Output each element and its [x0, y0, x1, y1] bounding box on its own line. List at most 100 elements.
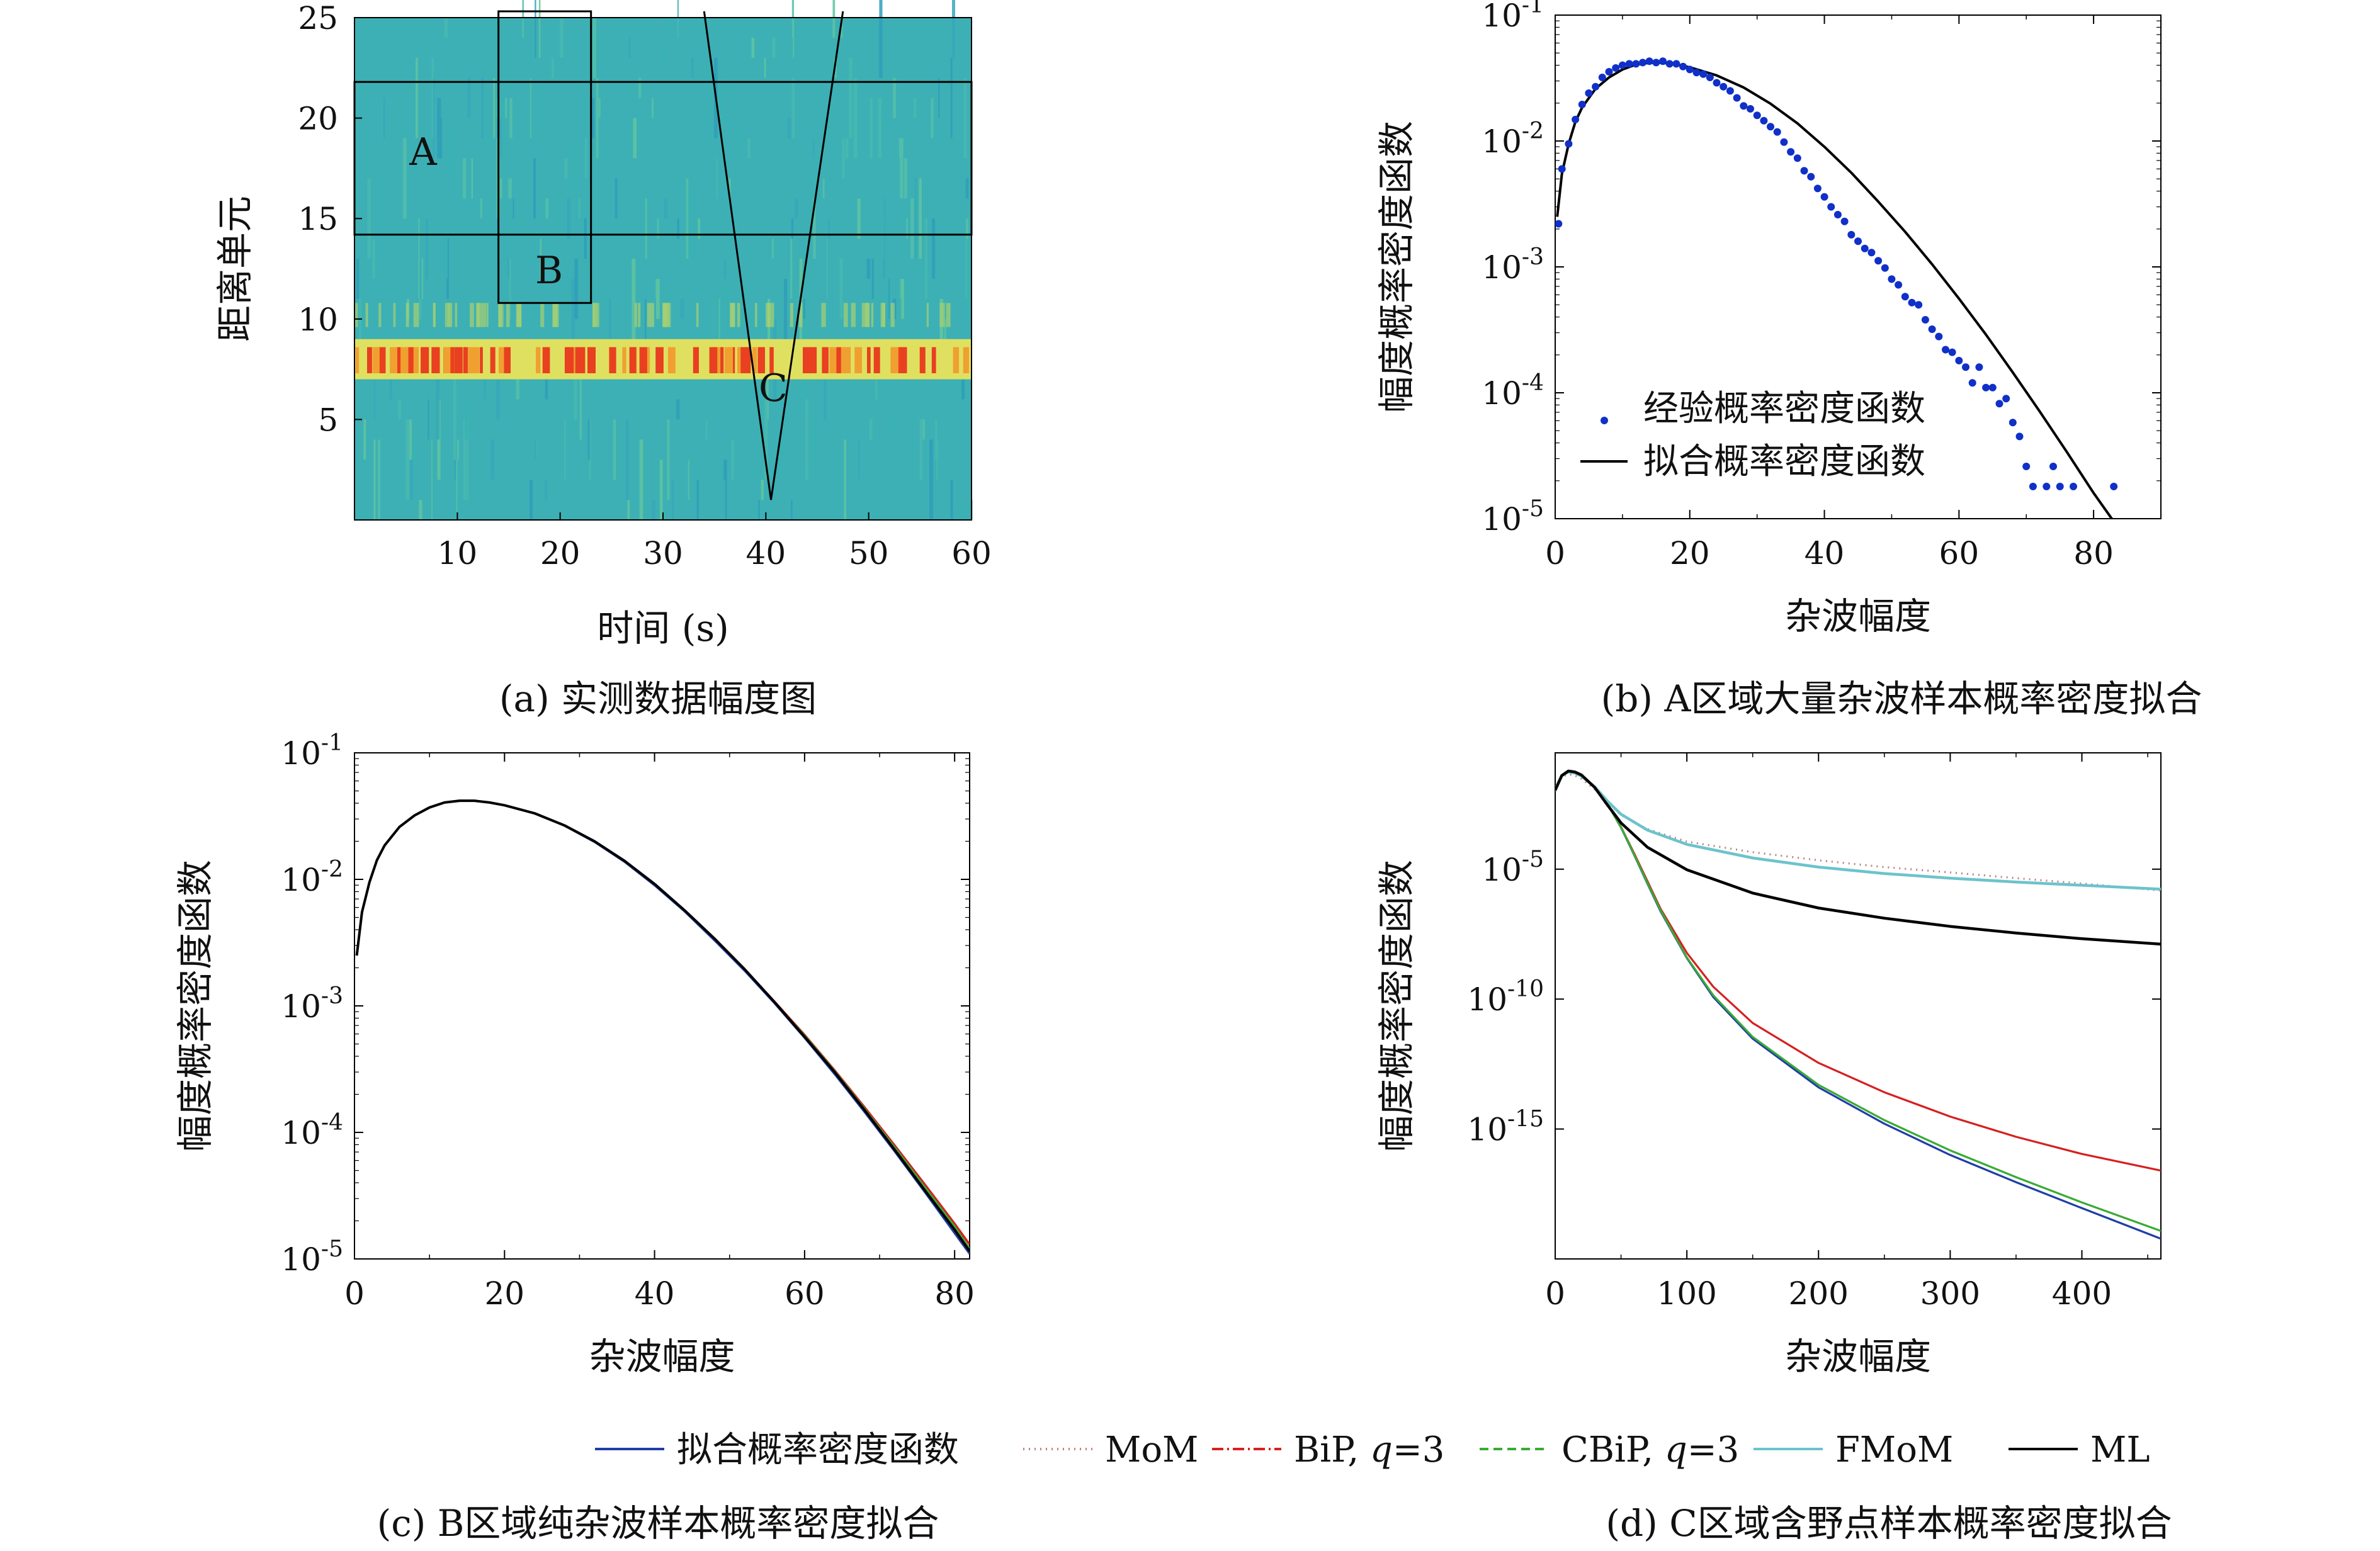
- heatmap-cell: [564, 419, 566, 480]
- heatmap-cell: [897, 298, 898, 319]
- heatmap-cell: [893, 419, 898, 440]
- heatmap-cell: [746, 359, 749, 440]
- heatmap-cell: [584, 138, 587, 179]
- heatmap-cell: [958, 500, 961, 520]
- heatmap-cell: [377, 439, 380, 520]
- band-cell: [499, 347, 506, 373]
- heatmap-cell: [922, 419, 926, 440]
- region-label-B: B: [535, 249, 563, 293]
- heatmap-cell: [509, 259, 511, 319]
- legend-label-4: FMoM: [1835, 1430, 1953, 1470]
- heatmap-cell: [437, 98, 441, 159]
- heatmap-cell: [535, 439, 537, 460]
- empirical-point: [1813, 184, 1822, 193]
- heatmap-cell: [751, 37, 755, 58]
- band-cell: [467, 347, 475, 373]
- heatmap-cell: [589, 419, 591, 480]
- heatmap-cell: [436, 359, 440, 440]
- heatmap-cell: [490, 439, 494, 480]
- empirical-point: [1612, 64, 1620, 72]
- empirical-point: [1747, 104, 1754, 113]
- band-halo-cell: [821, 303, 826, 327]
- heatmap-cell: [389, 359, 392, 400]
- heatmap-cell: [839, 259, 843, 319]
- empirical-point: [1699, 70, 1708, 78]
- heatmap-cell: [882, 198, 885, 259]
- band-cell: [564, 347, 569, 373]
- heatmap-cell: [805, 399, 808, 480]
- x-tick-label: 20: [540, 535, 581, 572]
- heatmap-cell: [493, 77, 496, 138]
- band-cell: [645, 347, 650, 373]
- heatmap-cell: [615, 178, 618, 219]
- empirical-point: [1942, 346, 1949, 354]
- empirical-point: [1988, 383, 1997, 392]
- heatmap-cell: [538, 0, 541, 58]
- heatmap-cell: [559, 18, 564, 58]
- heatmap-cell: [571, 278, 575, 359]
- empirical-point: [1861, 244, 1869, 252]
- band-halo-cell: [499, 303, 502, 327]
- plot-area: [355, 799, 970, 1255]
- x-tick-label: 40: [746, 535, 786, 572]
- heatmap-cell: [758, 359, 762, 440]
- region-label-A: A: [409, 130, 437, 174]
- heatmap-cell: [857, 198, 861, 239]
- heatmap-cell: [662, 18, 665, 78]
- heatmap-cell: [780, 419, 783, 480]
- heatmap-cell: [566, 278, 569, 339]
- empirical-point: [2110, 482, 2118, 490]
- x-tick-label: 0: [344, 1275, 365, 1312]
- band-cell: [579, 347, 586, 373]
- heatmap-cell: [645, 198, 647, 259]
- empirical-point: [1867, 249, 1876, 257]
- band-halo-cell: [486, 303, 489, 327]
- heatmap-cell: [791, 218, 793, 239]
- heatmap-cell: [579, 359, 582, 440]
- heatmap-cell: [832, 0, 836, 38]
- empirical-point: [1686, 65, 1694, 74]
- heatmap-cell: [664, 198, 667, 219]
- band-cell: [536, 347, 541, 373]
- heatmap-cell: [686, 178, 689, 259]
- heatmap-cell: [791, 500, 793, 520]
- heatmap-cell: [626, 419, 629, 500]
- heatmap-cell: [505, 98, 507, 118]
- heatmap-cell: [885, 98, 887, 118]
- band-halo-cell: [851, 303, 856, 327]
- band-halo-cell: [768, 303, 774, 327]
- legend-label-0: 拟合概率密度函数: [677, 1430, 959, 1470]
- heatmap-cell: [421, 259, 423, 299]
- empirical-point: [1847, 230, 1856, 239]
- empirical-point: [1915, 301, 1923, 309]
- band-halo-cell: [926, 303, 929, 327]
- empirical-point: [1720, 82, 1728, 91]
- heatmap-cell: [440, 419, 443, 440]
- heatmap-cell: [574, 379, 577, 420]
- empirical-point: [1975, 363, 1983, 371]
- heatmap-cell: [463, 419, 467, 500]
- heatmap-cell: [791, 77, 795, 138]
- heatmap-cell: [540, 239, 541, 279]
- heatmap-cell: [787, 118, 791, 138]
- heatmap-cell: [869, 419, 873, 440]
- band-cell: [629, 347, 637, 373]
- heatmap-cell: [900, 138, 904, 199]
- heatmap-cell: [480, 198, 482, 219]
- band-halo-cell: [405, 303, 409, 327]
- heatmap-cell: [950, 480, 953, 520]
- y-tick-label: 25: [298, 0, 338, 37]
- empirical-point: [1793, 154, 1801, 162]
- heatmap-cell: [688, 460, 690, 500]
- empirical-point: [1921, 316, 1929, 324]
- y-tick-label: 10-10: [1467, 976, 1544, 1018]
- band-halo-cell: [378, 303, 382, 327]
- heatmap-cell: [444, 18, 448, 38]
- empirical-point: [1800, 167, 1808, 175]
- heatmap-cell: [632, 259, 636, 339]
- x-tick-label: 0: [1545, 535, 1565, 572]
- heatmap-cell: [383, 98, 385, 138]
- heatmap-cell: [402, 138, 407, 219]
- heatmap-cell: [433, 77, 434, 159]
- heatmap-cell: [672, 480, 674, 520]
